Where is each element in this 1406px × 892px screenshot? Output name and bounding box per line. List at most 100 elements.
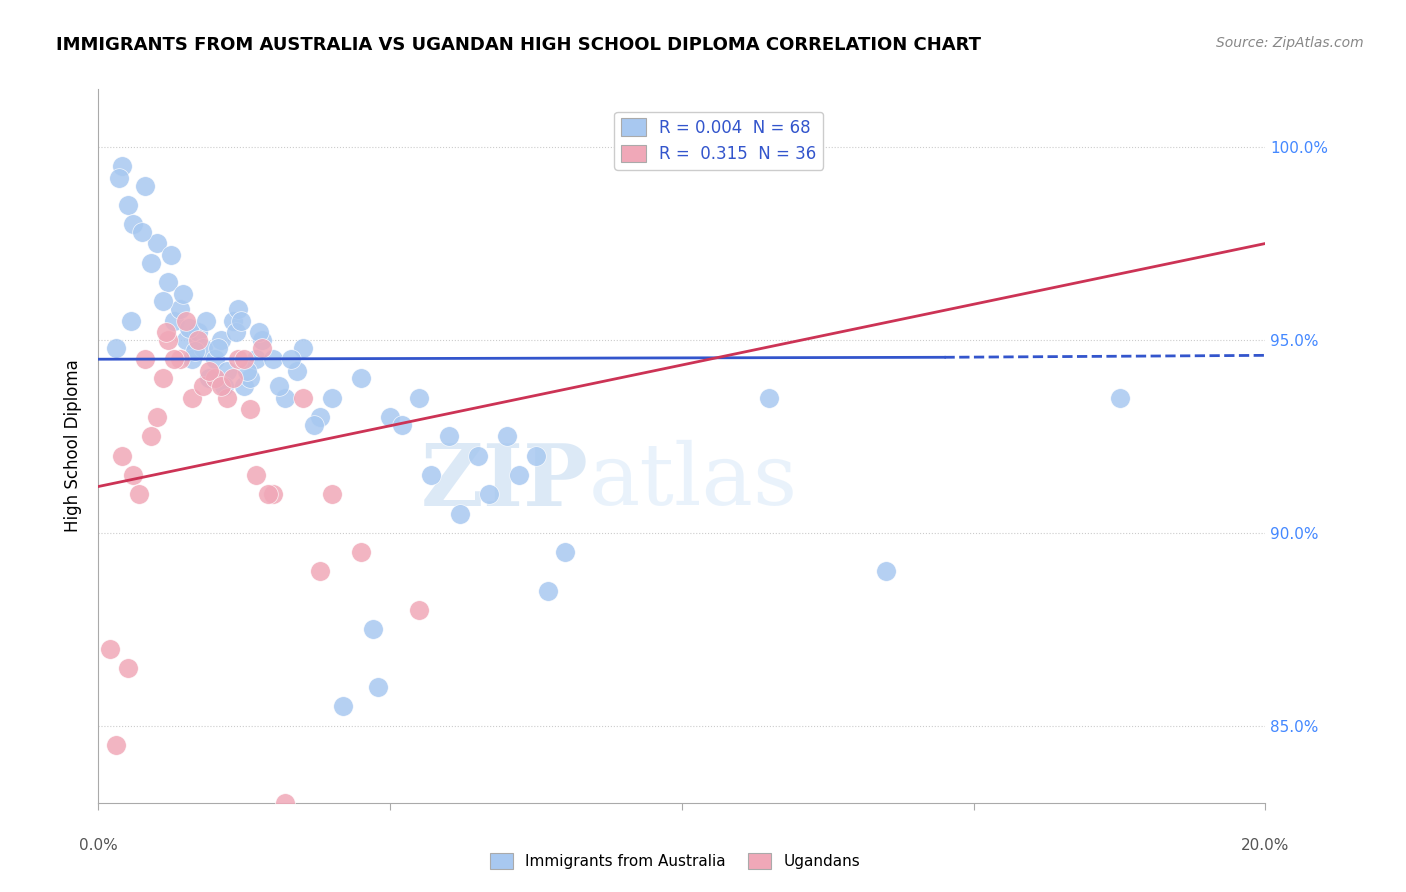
Point [169,352,191,367]
Point [350,371,373,385]
Point [111,449,134,463]
Point [122,217,145,231]
Point [152,371,174,385]
Point [467,449,489,463]
Point [245,352,267,367]
Point [285,364,308,378]
Point [221,313,243,327]
Point [108,170,131,185]
Text: 20.0%: 20.0% [1241,838,1289,854]
Text: atlas: atlas [589,440,797,524]
Point [157,333,180,347]
Point [120,313,142,327]
Point [163,313,186,327]
Point [172,286,194,301]
Point [231,313,253,327]
Text: Source: ZipAtlas.com: Source: ZipAtlas.com [1216,36,1364,50]
Point [157,275,180,289]
Point [239,371,262,385]
Point [180,352,202,367]
Point [193,379,215,393]
Point [146,410,169,425]
Text: IMMIGRANTS FROM AUSTRALIA VS UGANDAN HIGH SCHOOL DIPLOMA CORRELATION CHART: IMMIGRANTS FROM AUSTRALIA VS UGANDAN HIG… [56,36,981,54]
Point [221,371,243,385]
Point [152,294,174,309]
Point [139,256,162,270]
Point [98,641,121,656]
Point [332,699,354,714]
Point [169,301,191,316]
Point [1108,391,1130,405]
Point [215,391,238,405]
Point [128,487,150,501]
Point [174,313,197,327]
Point [160,248,183,262]
Point [183,344,205,359]
Point [361,622,384,636]
Point [291,391,314,405]
Point [408,391,430,405]
Point [245,467,267,482]
Point [163,352,186,367]
Point [350,545,373,559]
Point [198,371,221,385]
Point [437,429,460,443]
Point [207,341,229,355]
Point [875,565,897,579]
Point [380,410,402,425]
Point [225,325,247,339]
Point [263,352,285,367]
Point [496,429,519,443]
Point [209,379,232,393]
Point [209,333,232,347]
Point [321,391,343,405]
Point [508,467,530,482]
Point [131,225,153,239]
Point [117,198,139,212]
Point [228,301,250,316]
Text: 0.0%: 0.0% [79,838,118,854]
Point [233,379,256,393]
Point [180,391,202,405]
Point [524,449,547,463]
Point [212,379,235,393]
Point [420,467,443,482]
Point [554,545,576,559]
Point [233,352,256,367]
Point [250,341,273,355]
Point [228,352,250,367]
Point [537,583,560,598]
Point [177,321,200,335]
Point [187,325,209,339]
Point [111,159,134,173]
Point [134,352,156,367]
Point [256,487,278,501]
Point [247,325,270,339]
Point [198,364,221,378]
Point [134,178,156,193]
Text: ZIP: ZIP [420,440,589,524]
Point [269,379,291,393]
Point [236,364,259,378]
Point [117,661,139,675]
Point [204,352,226,367]
Point [187,333,209,347]
Y-axis label: High School Diploma: High School Diploma [65,359,83,533]
Point [280,352,302,367]
Point [478,487,501,501]
Point [174,333,197,347]
Point [309,565,332,579]
Point [263,487,285,501]
Point [449,507,471,521]
Point [146,236,169,251]
Point [309,410,332,425]
Point [758,391,780,405]
Point [104,738,127,752]
Point [321,487,343,501]
Point [104,341,127,355]
Point [391,417,413,432]
Point [304,417,326,432]
Point [291,341,314,355]
Point [239,402,262,417]
Point [122,467,145,482]
